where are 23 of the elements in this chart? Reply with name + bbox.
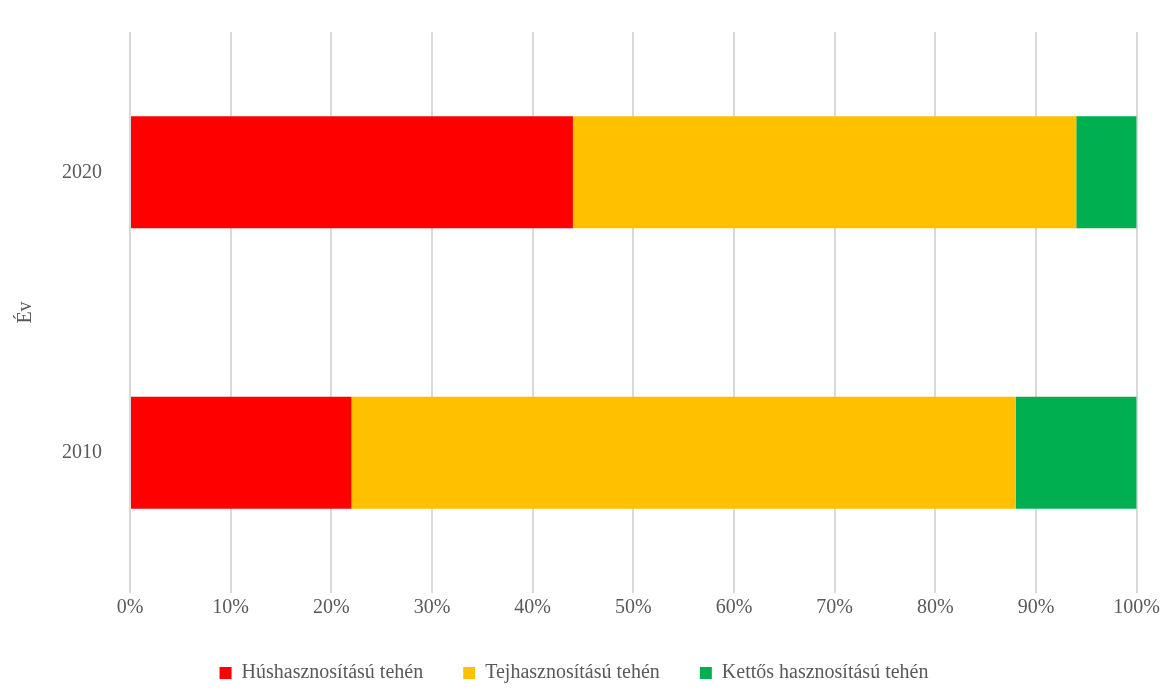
bar: [131, 116, 573, 229]
x-tick-label: 20%: [313, 595, 350, 618]
x-tick-label: 10%: [212, 595, 249, 618]
bar: [1015, 396, 1137, 509]
x-tick-label: 60%: [715, 595, 753, 618]
bar: [131, 396, 352, 509]
legend-label: Húshasznosítású tehén: [241, 660, 424, 683]
bar: [1076, 116, 1137, 229]
x-tick-label: 70%: [816, 595, 853, 618]
x-tick-label: 0%: [116, 595, 144, 618]
x-tick-label: 100%: [1113, 595, 1161, 618]
y-tick-label: 2020: [62, 159, 102, 182]
x-tick-label: 40%: [514, 595, 551, 618]
legend-label: Kettős hasznosítású tehén: [721, 660, 929, 683]
bar: [572, 116, 1077, 229]
y-tick-label: 2010: [62, 440, 102, 462]
y-axis-title: Év: [13, 301, 36, 324]
legend-label: Tejhasznosítású tehén: [485, 660, 660, 684]
x-tick-label: 90%: [1017, 595, 1055, 618]
x-tick-label: 80%: [917, 595, 954, 618]
x-tick-label: 50%: [615, 595, 652, 618]
x-tick-label: 30%: [413, 595, 451, 618]
bar: [351, 396, 1016, 509]
